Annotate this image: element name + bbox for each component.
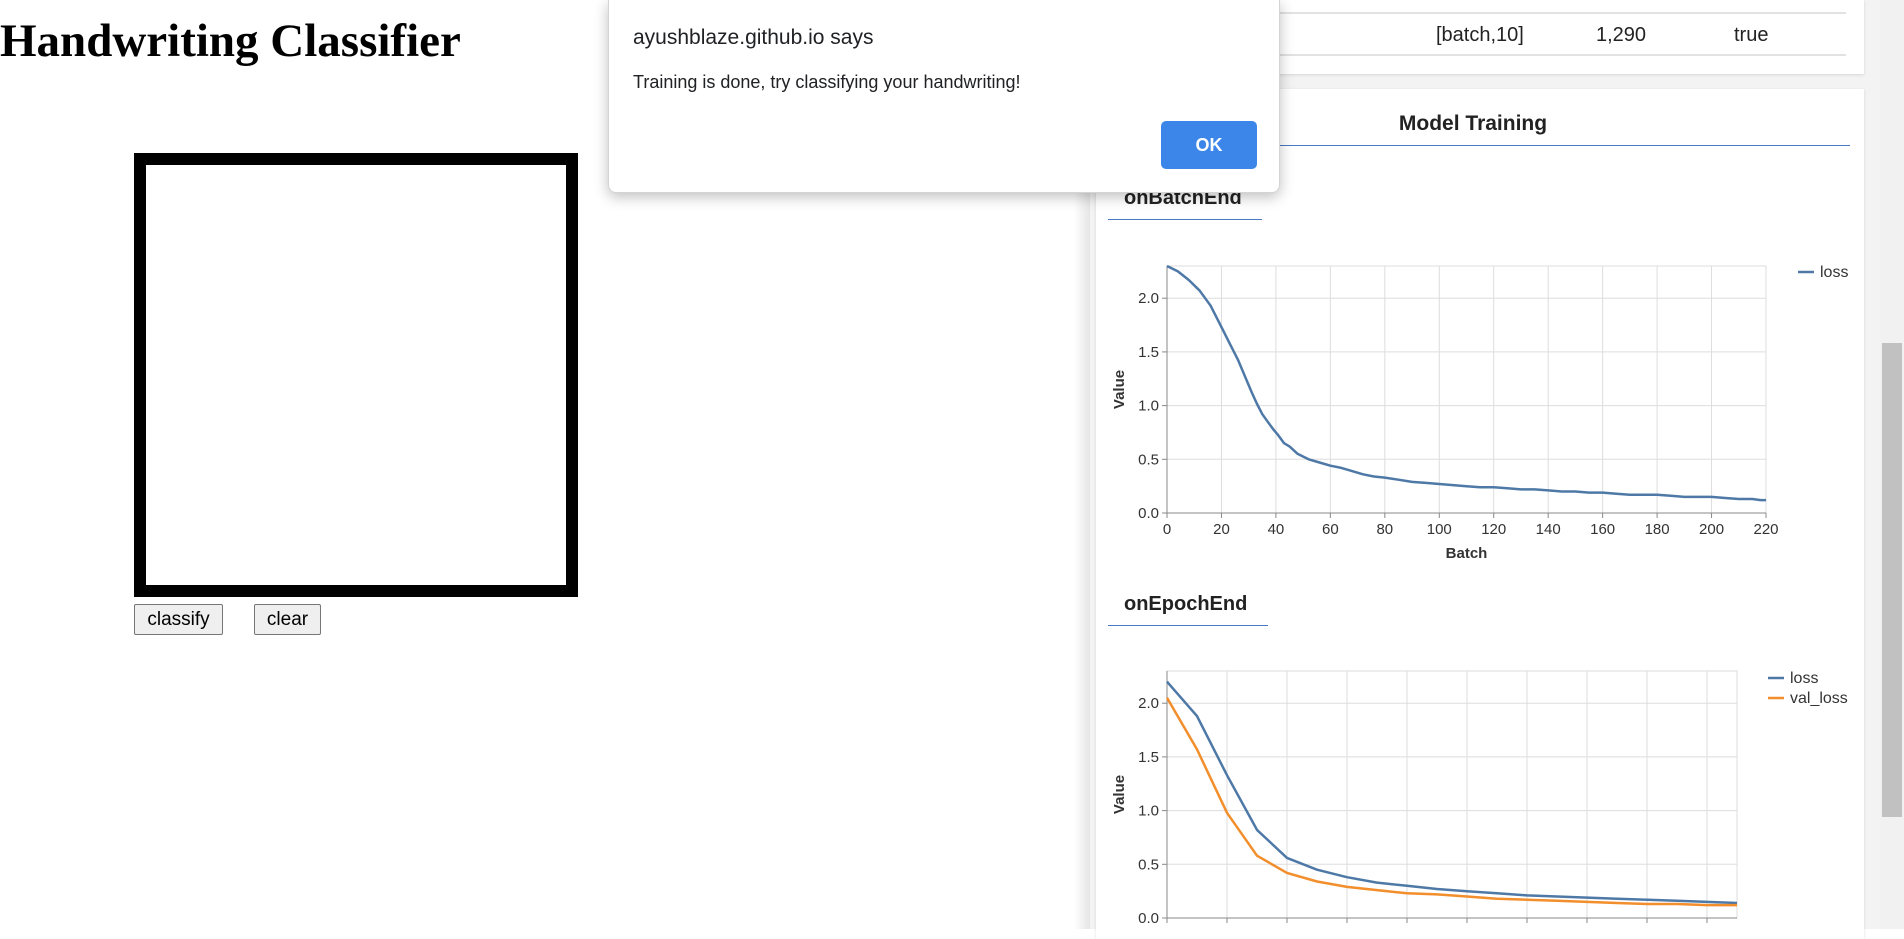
series-line-loss — [1166, 264, 1766, 502]
x-tick-label: 120 — [1481, 521, 1506, 538]
y-tick-label: 0.0 — [1138, 505, 1159, 522]
x-tick-label: 20 — [1213, 521, 1230, 538]
y-axis-label: Value — [1111, 370, 1128, 409]
batch-title-underline — [1108, 219, 1262, 220]
y-axis-label: Value — [1111, 775, 1128, 814]
epoch-loss-chart: 0.0 0.5 1.0 1.5 2.0 Value loss val_loss — [1111, 670, 1848, 927]
y-tick-label: 2.0 — [1138, 695, 1159, 712]
section-divider — [1264, 145, 1850, 146]
table-row: [batch,10] 1,290 true — [1096, 12, 1846, 56]
series-line-val-loss — [1165, 697, 1737, 907]
page-title: Handwriting Classifier — [0, 15, 461, 67]
y-tick-label: 0.5 — [1138, 451, 1159, 468]
y-tick-label: 0.5 — [1138, 856, 1159, 873]
visor-shadow — [1074, 0, 1090, 929]
legend-label-val-loss: val_loss — [1790, 690, 1848, 707]
alert-dialog: ayushblaze.github.io says Training is do… — [608, 0, 1280, 193]
x-tick-label: 140 — [1536, 521, 1561, 538]
y-tick-label: 0.0 — [1138, 910, 1159, 927]
batch-loss-chart: 0.0 0.5 1.0 1.5 2.0 0 20 40 60 80 100 120 140 160 180 2… — [1111, 264, 1848, 562]
y-tick-label: 1.0 — [1138, 803, 1159, 820]
x-tick-label: 100 — [1427, 521, 1452, 538]
epoch-chart-title: onEpochEnd — [1124, 593, 1248, 615]
legend-label-loss: loss — [1790, 670, 1818, 687]
plot-frame — [1166, 670, 1738, 919]
y-tick-label: 1.0 — [1138, 398, 1159, 415]
classify-button[interactable]: classify — [134, 604, 223, 635]
scrollbar-thumb[interactable] — [1882, 343, 1902, 817]
output-shape-cell: [batch,10] — [1436, 24, 1524, 46]
param-count-cell: 1,290 — [1596, 24, 1647, 46]
x-axis-label: Batch — [1446, 545, 1488, 562]
clear-button[interactable]: clear — [254, 604, 321, 635]
plot-frame — [1166, 265, 1767, 514]
x-tick-label: 40 — [1268, 521, 1285, 538]
epoch-title-underline — [1108, 625, 1268, 626]
x-tick-label: 200 — [1699, 521, 1724, 538]
y-tick-label: 1.5 — [1138, 749, 1159, 766]
table-row — [1096, 0, 1846, 14]
x-tick-label: 180 — [1645, 521, 1670, 538]
x-tick-label: 160 — [1590, 521, 1615, 538]
x-tick-label: 0 — [1163, 521, 1171, 538]
x-tick-label: 80 — [1376, 521, 1393, 538]
y-tick-label: 2.0 — [1138, 290, 1159, 307]
trainable-cell: true — [1734, 24, 1769, 46]
drawing-canvas[interactable] — [134, 153, 578, 597]
x-tick-label: 60 — [1322, 521, 1339, 538]
series-line-loss — [1166, 680, 1738, 905]
legend-label-loss: loss — [1820, 264, 1848, 281]
model-training-card: Model Training — [1096, 89, 1864, 939]
alert-origin: ayushblaze.github.io says — [633, 26, 874, 49]
section-title: Model Training — [1398, 112, 1548, 135]
alert-message: Training is done, try classifying your h… — [633, 72, 1021, 92]
ok-button[interactable]: OK — [1161, 121, 1257, 169]
x-tick-label: 220 — [1753, 521, 1778, 538]
y-tick-label: 1.5 — [1138, 344, 1159, 361]
